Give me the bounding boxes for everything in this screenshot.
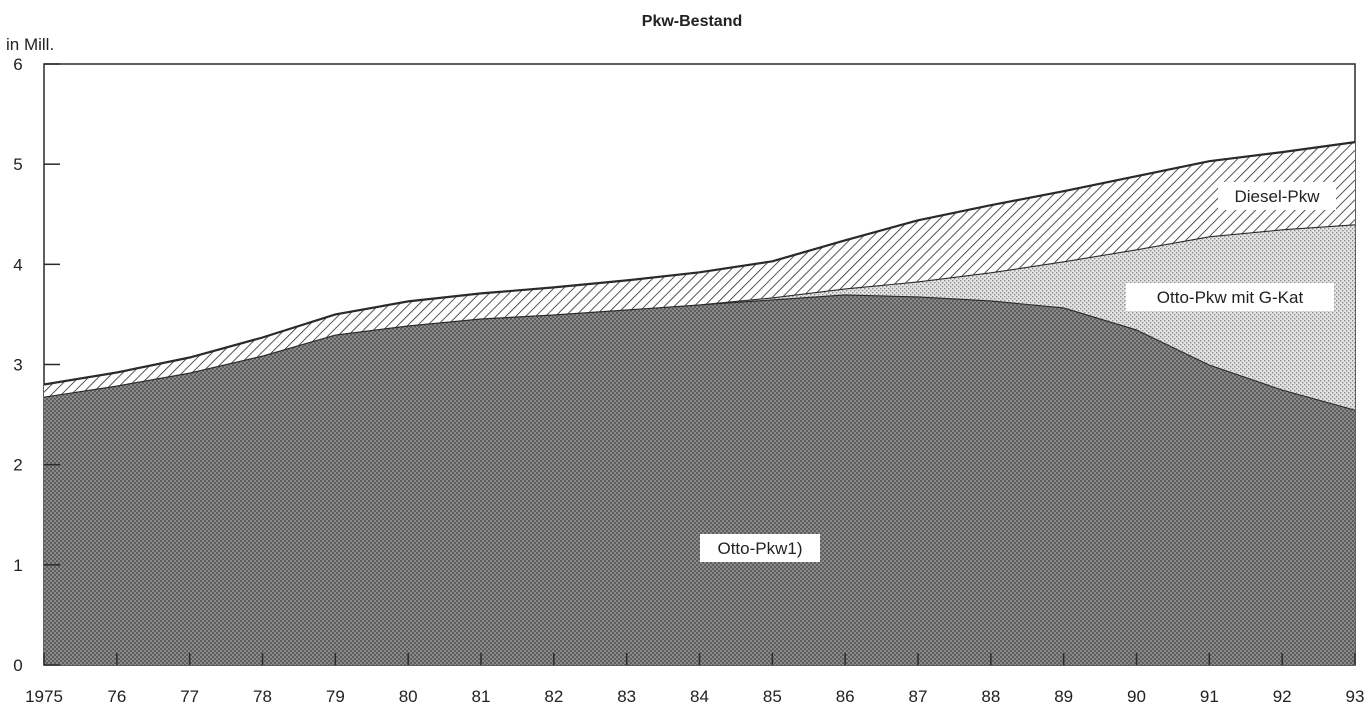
y-tick-label: 4 bbox=[13, 255, 22, 274]
y-tick-label: 1 bbox=[13, 556, 22, 575]
series-label-gkat: Otto-Pkw mit G-Kat bbox=[1126, 283, 1334, 311]
area-otto-pkw-g-kat bbox=[44, 224, 1355, 410]
x-tick-label: 84 bbox=[690, 687, 709, 706]
y-tick-label: 2 bbox=[13, 456, 22, 475]
y-tick-label: 6 bbox=[13, 55, 22, 74]
x-tick-label: 89 bbox=[1054, 687, 1073, 706]
y-axis: 0 1 2 3 4 5 6 bbox=[13, 55, 60, 675]
x-tick-label: 85 bbox=[763, 687, 782, 706]
y-tick-label: 0 bbox=[13, 656, 22, 675]
series-label-otto-text: Otto-Pkw1) bbox=[717, 539, 802, 558]
stacked-areas bbox=[43, 141, 1356, 665]
x-tick-label: 1975 bbox=[25, 687, 63, 706]
chart-title: Pkw-Bestand bbox=[642, 13, 742, 30]
series-label-gkat-text: Otto-Pkw mit G-Kat bbox=[1157, 288, 1304, 307]
x-tick-label: 87 bbox=[909, 687, 928, 706]
x-tick-label: 91 bbox=[1200, 687, 1219, 706]
x-tick-label: 93 bbox=[1346, 687, 1365, 706]
y-tick-label: 3 bbox=[13, 356, 22, 375]
area-otto-pkw bbox=[44, 294, 1355, 665]
x-tick-label: 80 bbox=[399, 687, 418, 706]
y-tick-label: 5 bbox=[13, 155, 22, 174]
x-tick-label: 79 bbox=[326, 687, 345, 706]
series-label-diesel-text: Diesel-Pkw bbox=[1234, 187, 1320, 206]
x-tick-label: 86 bbox=[836, 687, 855, 706]
x-tick-label: 78 bbox=[253, 687, 272, 706]
area-diesel-pkw-line bbox=[43, 141, 1356, 386]
x-tick-label: 83 bbox=[617, 687, 636, 706]
x-tick-label: 88 bbox=[981, 687, 1000, 706]
x-tick-label: 92 bbox=[1273, 687, 1292, 706]
x-tick-label: 82 bbox=[544, 687, 563, 706]
area-diesel-pkw bbox=[44, 142, 1355, 397]
x-tick-label: 81 bbox=[472, 687, 491, 706]
x-axis: 1975 76 77 78 79 80 81 82 83 84 85 86 87 88 89 90 91 92 93 bbox=[25, 653, 1364, 706]
series-label-otto: Otto-Pkw1) bbox=[700, 534, 820, 562]
series-label-diesel: Diesel-Pkw bbox=[1218, 182, 1336, 210]
y-axis-unit-label: in Mill. bbox=[6, 35, 54, 54]
x-tick-label: 77 bbox=[180, 687, 199, 706]
x-tick-label: 76 bbox=[107, 687, 126, 706]
x-tick-label: 90 bbox=[1127, 687, 1146, 706]
